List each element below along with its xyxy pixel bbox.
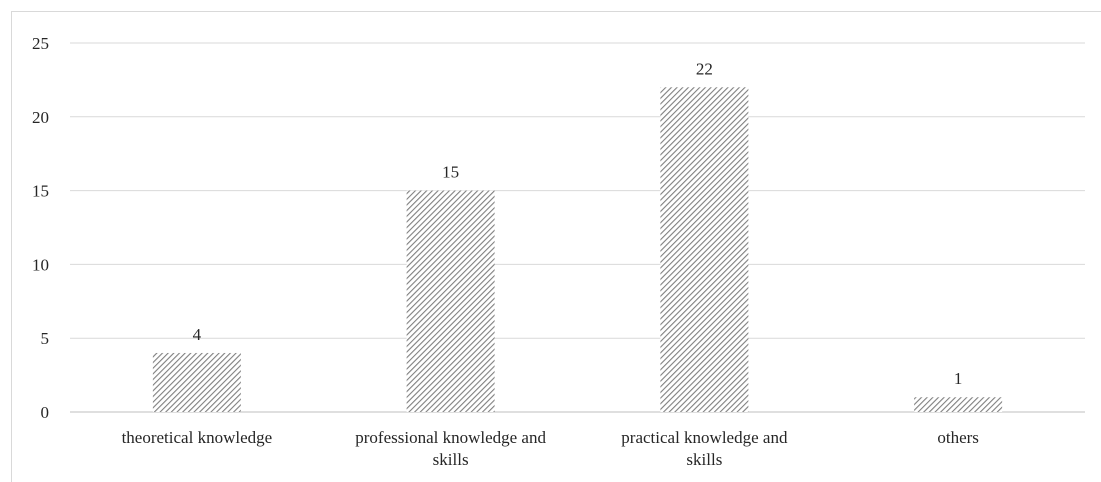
x-tick-label: skills bbox=[433, 450, 469, 469]
y-tick-label: 20 bbox=[32, 108, 49, 127]
y-tick-label: 0 bbox=[41, 403, 50, 422]
y-tick-label: 10 bbox=[32, 255, 49, 274]
x-tick-label: others bbox=[937, 428, 979, 447]
bar bbox=[660, 87, 749, 412]
y-tick-label: 15 bbox=[32, 182, 49, 201]
x-tick-label: skills bbox=[686, 450, 722, 469]
bar bbox=[152, 352, 241, 412]
labels: 0 5 10 15 20 25 4 theoretical knowledge 15 profes… bbox=[32, 34, 979, 469]
x-tick-label: practical knowledge and bbox=[621, 428, 788, 447]
x-tick-label: professional knowledge and bbox=[355, 428, 546, 447]
data-label: 1 bbox=[954, 369, 963, 388]
data-label: 22 bbox=[696, 59, 713, 78]
data-label: 4 bbox=[193, 325, 202, 344]
y-tick-label: 5 bbox=[41, 329, 50, 348]
bar bbox=[914, 397, 1003, 412]
data-label: 15 bbox=[442, 163, 459, 182]
y-tick-label: 25 bbox=[32, 34, 49, 53]
x-tick-label: theoretical knowledge bbox=[122, 428, 273, 447]
bar bbox=[406, 190, 495, 412]
bars bbox=[152, 87, 1003, 412]
